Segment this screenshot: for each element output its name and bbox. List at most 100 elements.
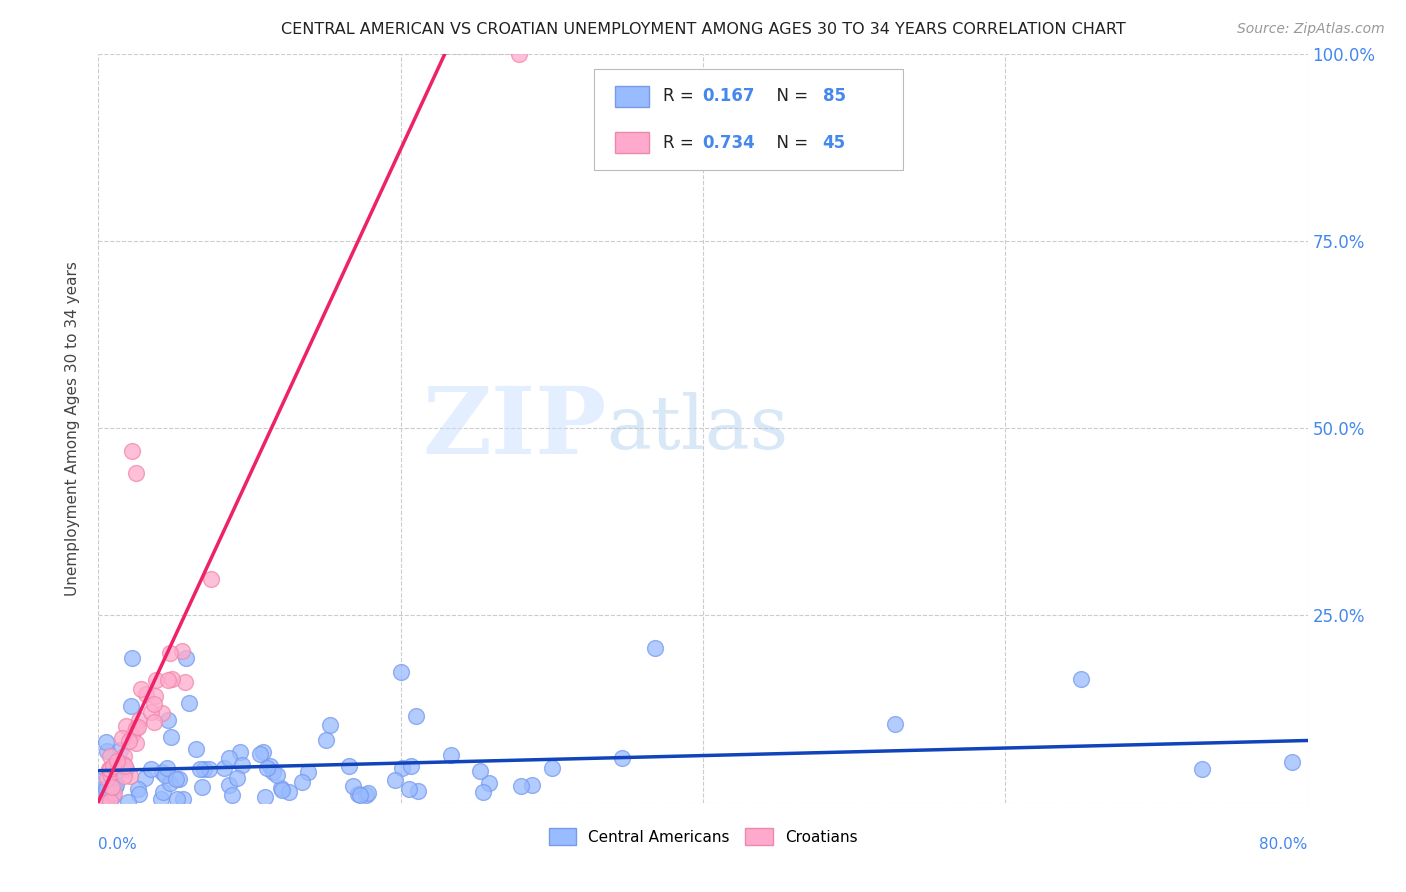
Point	[256, 761, 278, 775]
Point	[117, 795, 139, 809]
Point	[440, 748, 463, 763]
Point	[389, 665, 412, 679]
Point	[98, 762, 121, 776]
Point	[160, 730, 183, 744]
FancyBboxPatch shape	[595, 69, 903, 169]
Point	[94, 796, 117, 810]
Point	[97, 762, 120, 776]
Point	[252, 746, 274, 760]
Point	[156, 673, 179, 687]
Point	[105, 754, 128, 768]
Point	[173, 675, 195, 690]
Point	[342, 779, 364, 793]
Point	[100, 766, 122, 780]
Text: atlas: atlas	[606, 392, 789, 465]
Point	[105, 764, 128, 778]
Point	[218, 750, 240, 764]
Point	[152, 785, 174, 799]
Point	[337, 759, 360, 773]
Point	[124, 736, 146, 750]
Point	[115, 719, 138, 733]
Point	[1070, 672, 1092, 686]
Y-axis label: Unemployment Among Ages 30 to 34 years: Unemployment Among Ages 30 to 34 years	[65, 260, 80, 596]
Point	[384, 772, 406, 787]
Point	[89, 774, 111, 789]
Point	[399, 759, 422, 773]
Point	[231, 758, 253, 772]
Point	[186, 742, 208, 756]
Point	[398, 782, 420, 797]
Point	[478, 776, 501, 790]
Point	[160, 672, 183, 686]
Point	[150, 764, 173, 779]
Point	[193, 762, 215, 776]
Point	[349, 788, 371, 802]
Text: 45: 45	[823, 134, 846, 152]
Point	[91, 782, 114, 797]
Point	[1191, 762, 1213, 776]
Text: 85: 85	[823, 87, 845, 105]
Point	[291, 774, 314, 789]
Point	[103, 786, 125, 800]
Point	[150, 791, 173, 805]
Point	[157, 713, 180, 727]
Point	[125, 466, 148, 480]
Point	[177, 696, 200, 710]
Point	[89, 796, 111, 810]
Point	[90, 796, 112, 810]
Point	[89, 796, 111, 810]
Point	[135, 687, 157, 701]
Point	[110, 743, 132, 757]
Point	[884, 717, 907, 731]
Point	[112, 757, 135, 772]
Point	[159, 646, 181, 660]
Point	[156, 761, 179, 775]
Point	[166, 792, 188, 806]
Point	[114, 769, 136, 783]
Text: ZIP: ZIP	[422, 384, 606, 473]
Point	[172, 644, 194, 658]
Point	[143, 689, 166, 703]
Point	[190, 780, 212, 794]
Point	[198, 762, 221, 776]
Point	[111, 731, 134, 745]
Point	[121, 443, 143, 458]
Point	[270, 780, 292, 795]
Point	[143, 714, 166, 729]
Point	[145, 673, 167, 687]
Point	[139, 705, 162, 719]
FancyBboxPatch shape	[614, 86, 648, 107]
Point	[101, 758, 124, 772]
Point	[115, 762, 138, 776]
Point	[98, 794, 121, 808]
Point	[103, 789, 125, 803]
Point	[114, 758, 136, 772]
Text: 0.167: 0.167	[702, 87, 754, 105]
Point	[172, 792, 194, 806]
Point	[254, 789, 277, 804]
Point	[94, 735, 117, 749]
Text: 0.0%: 0.0%	[98, 837, 138, 852]
Point	[221, 788, 243, 802]
Point	[226, 772, 249, 786]
Text: CENTRAL AMERICAN VS CROATIAN UNEMPLOYMENT AMONG AGES 30 TO 34 YEARS CORRELATION : CENTRAL AMERICAN VS CROATIAN UNEMPLOYMEN…	[281, 22, 1125, 37]
Point	[540, 761, 562, 775]
Point	[408, 783, 430, 797]
Point	[218, 778, 240, 792]
Point	[118, 733, 141, 747]
Point	[150, 706, 173, 721]
Point	[128, 714, 150, 728]
Point	[510, 779, 533, 793]
Text: 0.734: 0.734	[702, 134, 755, 152]
Text: N =: N =	[766, 87, 813, 105]
Point	[176, 650, 198, 665]
Point	[357, 786, 380, 800]
Text: R =: R =	[664, 87, 699, 105]
Text: 80.0%: 80.0%	[1260, 837, 1308, 852]
Point	[121, 728, 143, 742]
Point	[508, 46, 530, 61]
Point	[91, 796, 114, 810]
Point	[96, 782, 118, 797]
Point	[610, 751, 633, 765]
Point	[391, 761, 413, 775]
